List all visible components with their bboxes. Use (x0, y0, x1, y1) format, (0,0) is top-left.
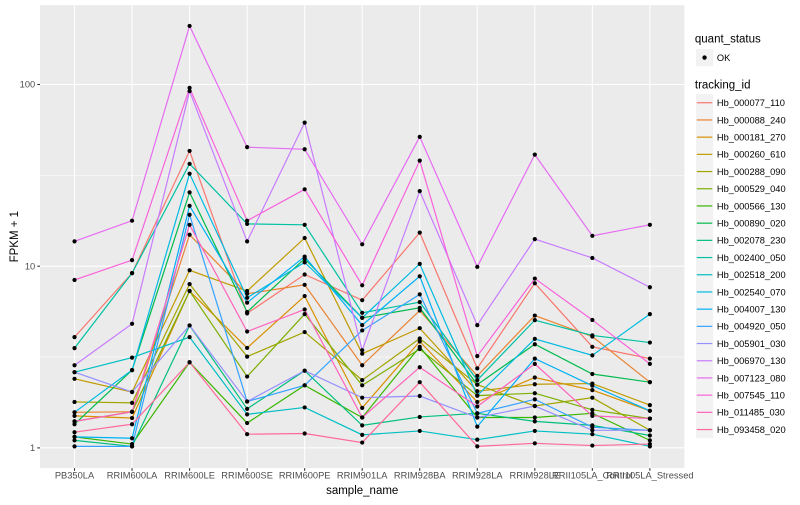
svg-text:tracking_id: tracking_id (695, 80, 751, 92)
svg-text:100: 100 (20, 80, 36, 90)
svg-text:Hb_004007_130: Hb_004007_130 (717, 304, 786, 314)
svg-text:Hb_000288_090: Hb_000288_090 (717, 167, 786, 177)
svg-text:RRIM600LA: RRIM600LA (107, 471, 158, 481)
svg-text:FPKM + 1: FPKM + 1 (9, 211, 21, 262)
svg-text:RRIM928LA: RRIM928LA (452, 471, 503, 481)
svg-text:Hb_006970_130: Hb_006970_130 (717, 356, 786, 366)
svg-text:RRII105LA_Control: RRII105LA_Control (552, 471, 633, 481)
svg-text:Hb_011485_030: Hb_011485_030 (717, 408, 785, 418)
svg-text:Hb_002078_230: Hb_002078_230 (717, 236, 786, 246)
svg-text:Hb_000890_020: Hb_000890_020 (717, 218, 786, 228)
svg-text:Hb_093458_020: Hb_093458_020 (717, 425, 786, 435)
svg-text:Hb_002400_050: Hb_002400_050 (717, 253, 786, 263)
svg-text:Hb_000181_270: Hb_000181_270 (717, 132, 786, 142)
svg-text:Hb_000077_110: Hb_000077_110 (717, 98, 785, 108)
svg-text:Hb_002540_070: Hb_002540_070 (717, 287, 786, 297)
svg-text:RRII105LA_Stressed: RRII105LA_Stressed (606, 471, 693, 481)
svg-text:Hb_000260_610: Hb_000260_610 (717, 150, 786, 160)
svg-text:quant_status: quant_status (695, 33, 761, 45)
svg-text:sample_name: sample_name (326, 485, 398, 497)
svg-text:Hb_007123_080: Hb_007123_080 (717, 373, 786, 383)
svg-text:RRIM600LE: RRIM600LE (164, 471, 215, 481)
svg-text:RRIM928BA: RRIM928BA (394, 471, 446, 481)
svg-text:RRIM928LE: RRIM928LE (509, 471, 560, 481)
svg-text:Hb_000566_130: Hb_000566_130 (717, 201, 786, 211)
svg-text:Hb_000529_040: Hb_000529_040 (717, 184, 786, 194)
svg-text:Hb_002518_200: Hb_002518_200 (717, 270, 786, 280)
svg-text:PB350LA: PB350LA (55, 471, 95, 481)
svg-text:RRIM901LA: RRIM901LA (337, 471, 388, 481)
svg-text:OK: OK (717, 53, 731, 63)
svg-text:RRIM600SE: RRIM600SE (221, 471, 273, 481)
svg-text:Hb_005901_030: Hb_005901_030 (717, 339, 786, 349)
svg-text:Hb_000088_240: Hb_000088_240 (717, 115, 786, 125)
svg-text:10: 10 (25, 261, 35, 271)
svg-text:Hb_004920_050: Hb_004920_050 (717, 322, 786, 332)
svg-text:Hb_007545_110: Hb_007545_110 (717, 390, 785, 400)
svg-text:RRIM600PE: RRIM600PE (279, 471, 331, 481)
svg-text:1: 1 (30, 443, 35, 453)
